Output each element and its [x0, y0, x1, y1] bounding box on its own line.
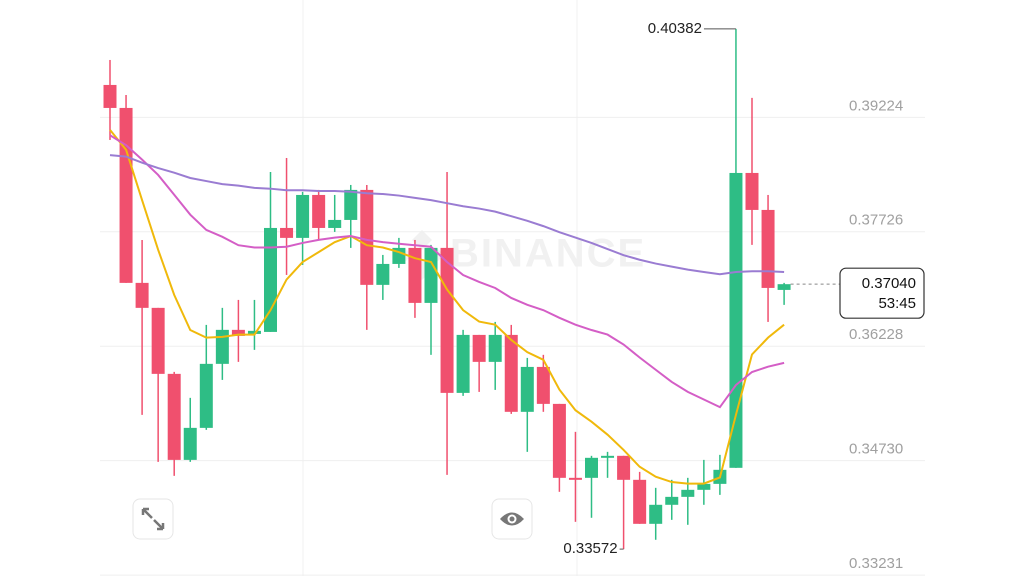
candle-body: [697, 483, 711, 490]
candle-body: [167, 373, 181, 460]
last-price-label: 0.37040: [862, 275, 916, 292]
watermark: BINANCE: [400, 230, 646, 280]
visibility-button[interactable]: [491, 498, 533, 540]
candle-body: [665, 496, 679, 505]
candle-body: [729, 172, 743, 468]
low-annotation: 0.33572: [563, 540, 617, 557]
candle-body: [103, 84, 117, 108]
y-tick-label: 0.36228: [849, 326, 903, 343]
candle-body: [777, 284, 791, 290]
y-tick-label: 0.39224: [849, 97, 903, 114]
candle-body: [681, 489, 695, 497]
candle-body: [151, 307, 165, 374]
candle-body: [312, 194, 326, 228]
candle-body: [552, 403, 566, 478]
candle-body: [472, 334, 486, 362]
candle-body: [376, 263, 390, 285]
candle-body: [585, 457, 598, 478]
last-price-box: [839, 267, 925, 319]
ma-line: [109, 134, 785, 409]
expand-button[interactable]: [132, 498, 174, 540]
candle-body: [601, 455, 615, 458]
y-tick-label: 0.33231: [849, 555, 903, 572]
ma-line: [109, 129, 785, 485]
candle-body: [247, 330, 261, 334]
candle-body: [231, 329, 245, 336]
watermark-text: BINANCE: [450, 232, 646, 276]
candle-body: [280, 227, 294, 238]
candle-body: [617, 455, 631, 480]
candle-body: [183, 427, 197, 460]
candle-body: [199, 363, 213, 428]
y-tick-label: 0.34730: [849, 441, 903, 458]
candle-body: [344, 189, 358, 220]
candle-body: [408, 247, 422, 303]
ma-line: [109, 154, 785, 276]
candle-body: [215, 329, 229, 364]
candle-body: [649, 504, 663, 524]
candle-body: [633, 479, 647, 524]
countdown: 53:45: [878, 295, 916, 312]
candle-body: [456, 334, 470, 393]
candle-body: [488, 334, 502, 362]
candle-body: [745, 172, 759, 210]
candle-body: [568, 477, 582, 480]
candle-body: [296, 194, 310, 238]
candle-body: [520, 366, 534, 412]
candle-body: [424, 247, 438, 303]
candle-body: [440, 247, 454, 393]
candle-body: [360, 189, 374, 285]
candle-body: [119, 107, 133, 283]
candle-body: [504, 334, 518, 412]
high-annotation: 0.40382: [648, 20, 702, 37]
candle-body: [328, 219, 342, 228]
candle-body: [761, 209, 775, 288]
candle-body: [135, 282, 149, 308]
candle-body: [536, 366, 550, 404]
y-tick-label: 0.37726: [849, 212, 903, 229]
